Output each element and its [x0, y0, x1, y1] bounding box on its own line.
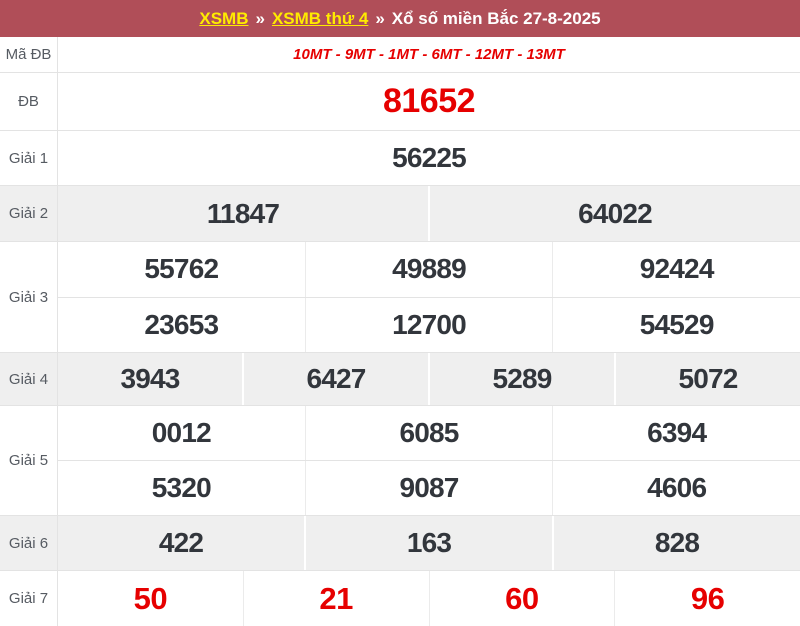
- prize-cell: 11847: [206, 197, 280, 229]
- results-table: Mã ĐB 10MT - 9MT - 1MT - 6MT - 12MT - 13M…: [0, 37, 800, 626]
- result-row: Giải 6 422 163 828: [0, 515, 800, 570]
- prize-label: Giải 4: [0, 353, 58, 405]
- prize-cell: 422: [158, 527, 204, 558]
- prize-cell: 6085: [304, 406, 553, 460]
- row-content: 10MT - 9MT - 1MT - 6MT - 12MT - 13MT: [58, 37, 800, 72]
- prize-cell: 81652: [382, 82, 476, 120]
- prize-cell: 50: [133, 580, 168, 616]
- prize-cell: 56225: [392, 142, 467, 173]
- row-line: 0012 6085 6394: [58, 406, 800, 460]
- result-row: Mã ĐB 10MT - 9MT - 1MT - 6MT - 12MT - 13M…: [0, 37, 800, 72]
- row-content: 56225: [58, 131, 800, 185]
- prize-cell: 23653: [144, 308, 219, 340]
- breadcrumb-link-xsmb-day[interactable]: XSMB thứ 4: [271, 8, 369, 28]
- result-row: Giải 3 55762 49889 92424 23653 12700 54529: [0, 241, 800, 352]
- row-content: 0012 6085 6394 5320 9087 4606: [58, 406, 800, 515]
- prize-label: Mã ĐB: [0, 37, 58, 72]
- breadcrumb-link-xsmb[interactable]: XSMB: [199, 8, 249, 28]
- prize-label: Giải 6: [0, 516, 58, 570]
- result-row: Giải 5 0012 6085 6394 5320 9087 4606: [0, 405, 800, 515]
- prize-cell: 10MT - 9MT - 1MT - 6MT - 12MT - 13MT: [293, 46, 565, 63]
- prize-cell: 0012: [151, 417, 212, 448]
- prize-cell: 9087: [304, 461, 553, 515]
- prize-cell: 163: [304, 516, 552, 570]
- row-line: 11847 64022: [58, 186, 800, 241]
- prize-cell: 55762: [144, 253, 219, 285]
- breadcrumb-separator: »: [255, 8, 265, 28]
- row-line: 422 163 828: [58, 516, 800, 570]
- row-line: 23653 12700 54529: [58, 296, 800, 352]
- prize-cell: 5072: [614, 353, 800, 405]
- page-title: Xổ số miền Bắc 27-8-2025: [391, 8, 601, 28]
- prize-cell: 21: [242, 571, 429, 626]
- result-row: Giải 1 56225: [0, 130, 800, 185]
- prize-cell: 60: [428, 571, 615, 626]
- prize-cell: 6394: [552, 406, 800, 460]
- row-line: 81652: [58, 73, 800, 130]
- row-content: 422 163 828: [58, 516, 800, 570]
- prize-cell: 54529: [552, 297, 800, 352]
- result-row: ĐB 81652: [0, 72, 800, 130]
- prize-cell: 92424: [552, 242, 800, 297]
- prize-cell: 5289: [428, 353, 614, 405]
- row-content: 50 21 60 96: [58, 571, 800, 626]
- prize-cell: 12700: [304, 297, 553, 352]
- prize-cell: 49889: [304, 242, 553, 297]
- row-content: 55762 49889 92424 23653 12700 54529: [58, 242, 800, 352]
- row-content: 3943 6427 5289 5072: [58, 353, 800, 405]
- prize-label: Giải 1: [0, 131, 58, 185]
- breadcrumb-separator: »: [375, 8, 385, 28]
- prize-label: Giải 3: [0, 242, 58, 352]
- row-line: 55762 49889 92424: [58, 242, 800, 297]
- prize-cell: 96: [614, 571, 800, 626]
- prize-cell: 5320: [151, 472, 212, 503]
- prize-cell: 64022: [428, 186, 800, 241]
- row-line: 10MT - 9MT - 1MT - 6MT - 12MT - 13MT: [58, 37, 800, 72]
- prize-cell: 3943: [120, 363, 180, 394]
- prize-label: Giải 2: [0, 186, 58, 241]
- row-content: 81652: [58, 73, 800, 130]
- result-row: Giải 2 11847 64022: [0, 185, 800, 241]
- row-line: 3943 6427 5289 5072: [58, 353, 800, 405]
- prize-cell: 6427: [242, 353, 428, 405]
- prize-label: Giải 5: [0, 406, 58, 515]
- prize-cell: 828: [552, 516, 800, 570]
- prize-cell: 4606: [552, 461, 800, 515]
- row-content: 11847 64022: [58, 186, 800, 241]
- prize-label: ĐB: [0, 73, 58, 130]
- result-row: Giải 7 50 21 60 96: [0, 570, 800, 626]
- row-line: 5320 9087 4606: [58, 460, 800, 515]
- row-line: 56225: [58, 131, 800, 185]
- breadcrumb-bar: XSMB » XSMB thứ 4 » Xổ số miền Bắc 27-8-…: [0, 0, 800, 37]
- result-row: Giải 4 3943 6427 5289 5072: [0, 352, 800, 405]
- row-line: 50 21 60 96: [58, 571, 800, 626]
- prize-label: Giải 7: [0, 571, 58, 626]
